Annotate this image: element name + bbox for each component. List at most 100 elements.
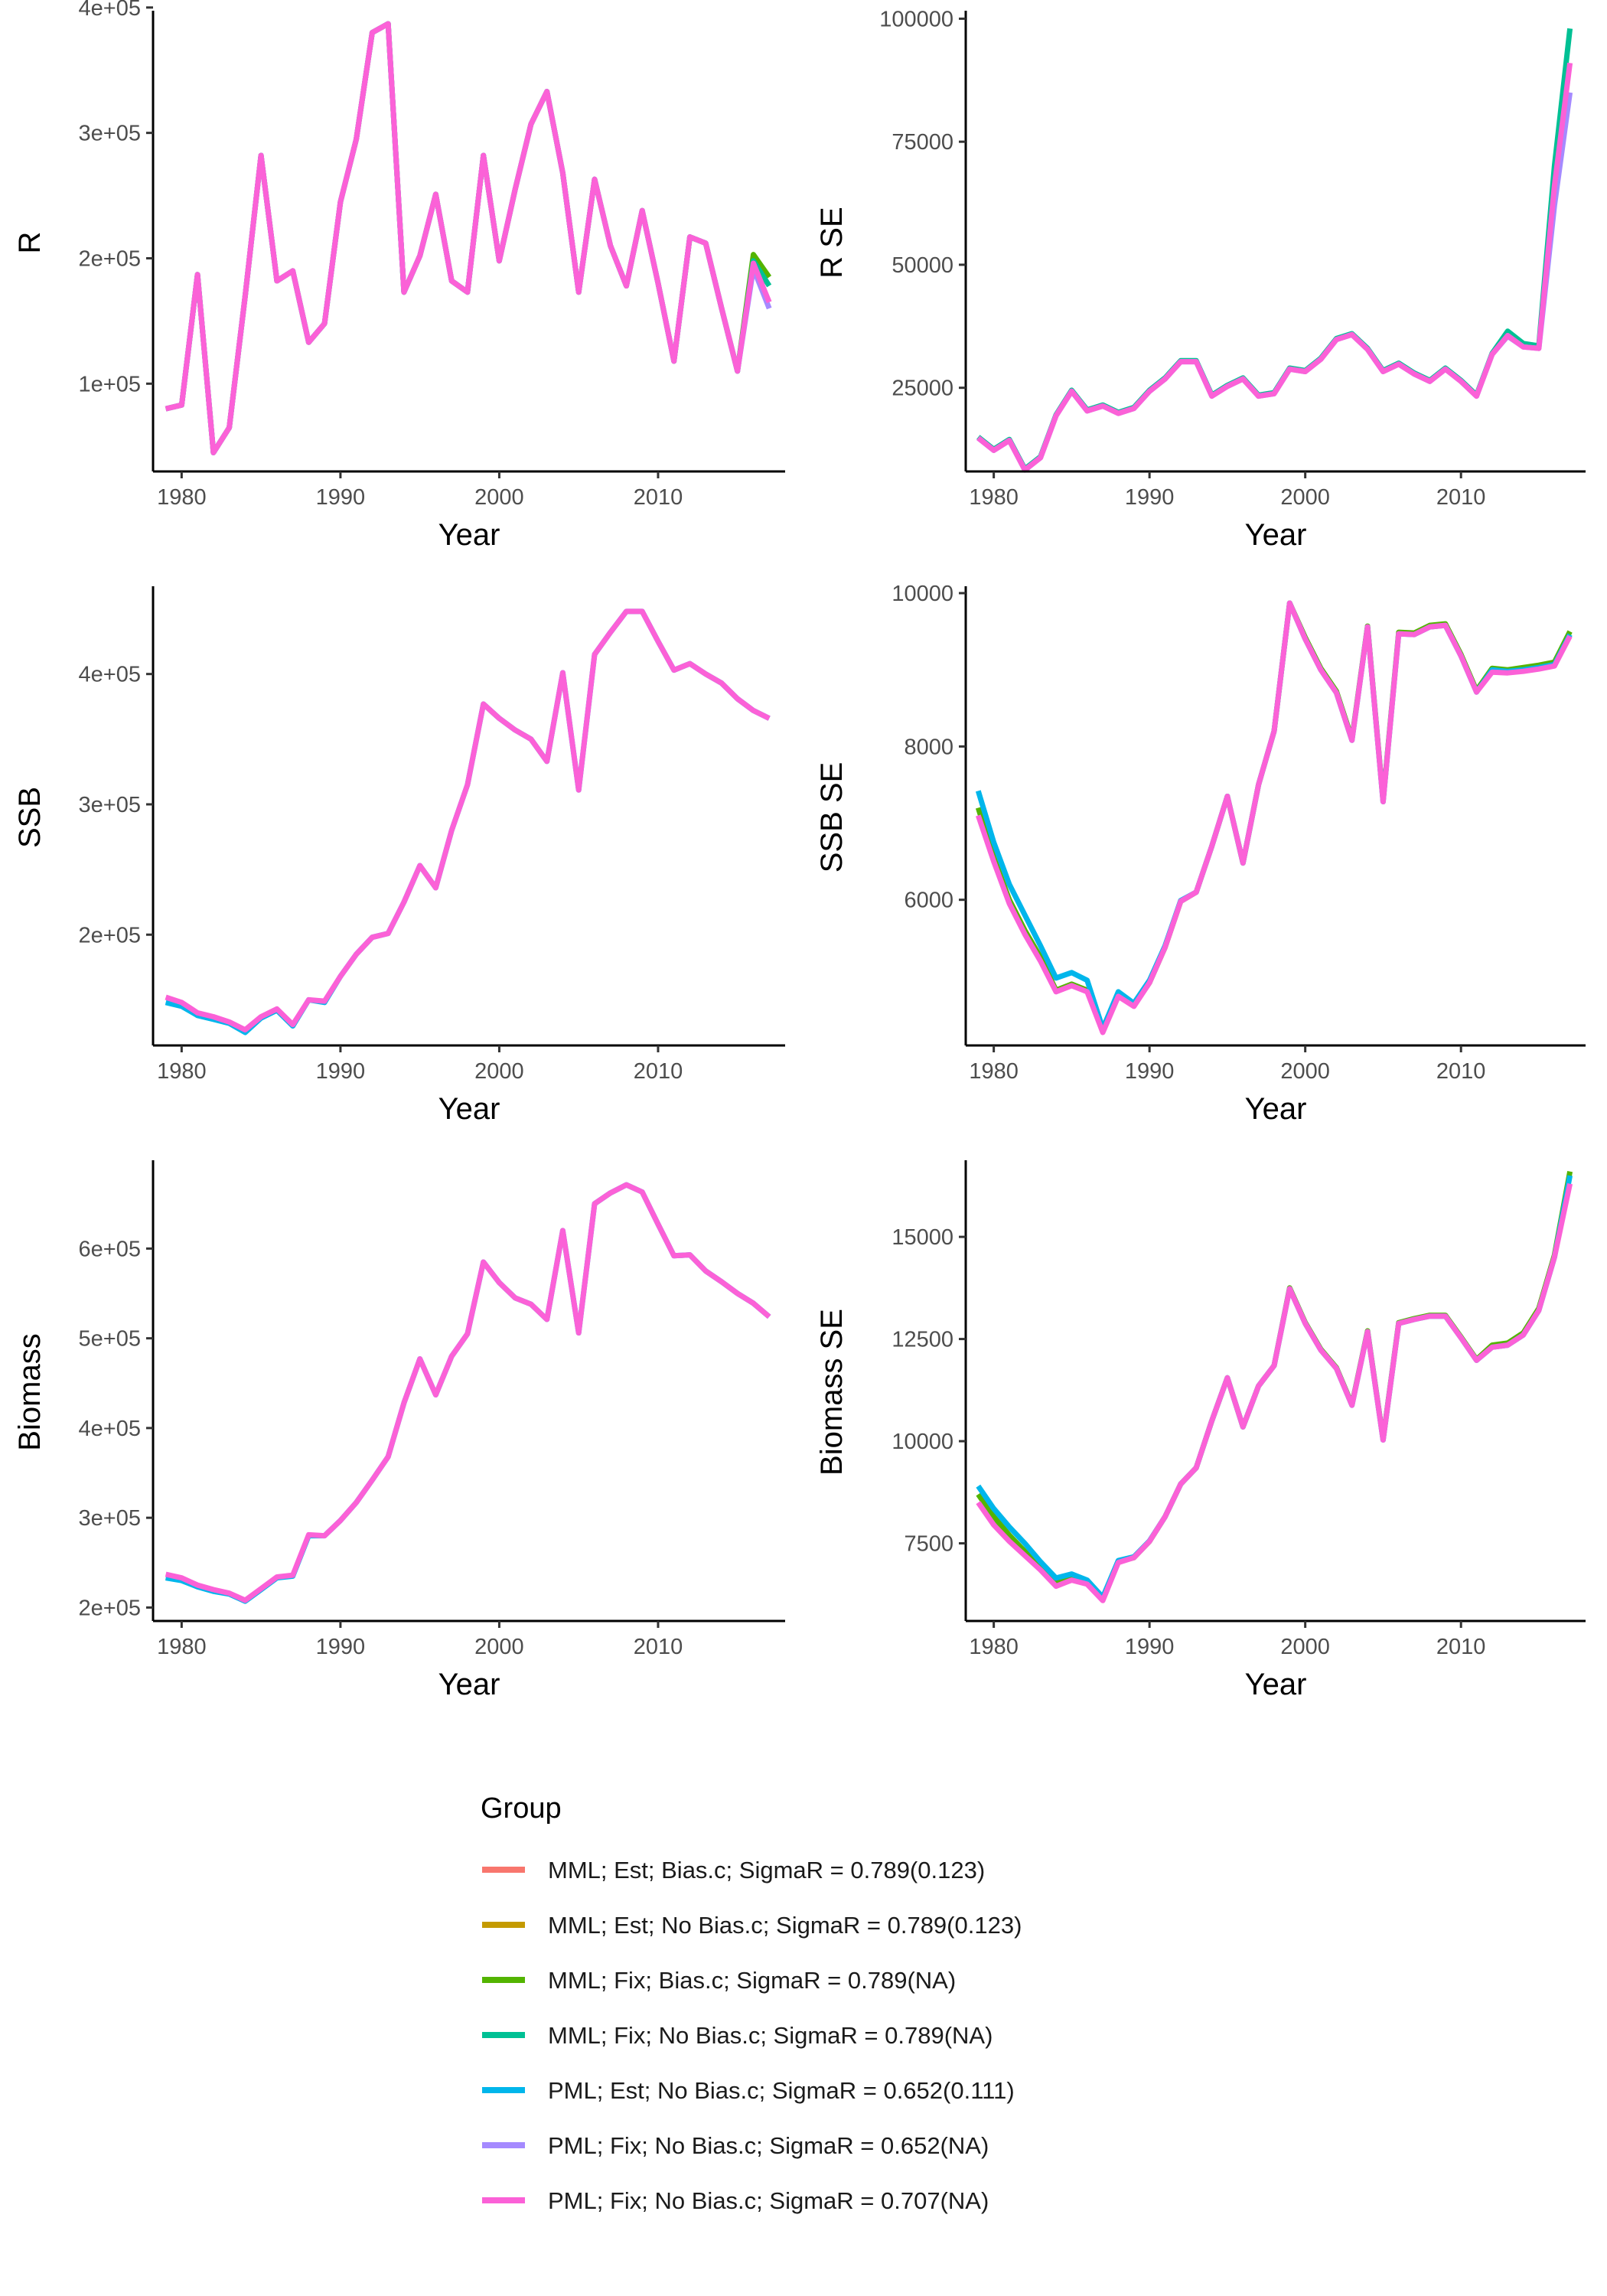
series-line-2 — [165, 21, 772, 455]
series-line-1 — [165, 608, 771, 1033]
x-axis-title: Year — [438, 1092, 500, 1126]
x-tick-label: 2000 — [474, 485, 524, 510]
series-line-3 — [165, 21, 772, 455]
series-line-1 — [976, 92, 1573, 473]
legend-entry: PML; Fix; No Bias.c; SigmaR = 0.652(NA) — [482, 2132, 989, 2159]
y-axis-title: R SE — [815, 207, 849, 278]
x-tick-label: 2010 — [634, 1635, 683, 1659]
legend-label: MML; Est; No Bias.c; SigmaR = 0.789(0.12… — [548, 1912, 1022, 1939]
x-tick-label: 2010 — [1436, 1635, 1486, 1659]
y-tick-label: 6e+05 — [79, 1237, 141, 1261]
legend-label: MML; Fix; No Bias.c; SigmaR = 0.789(NA) — [548, 2022, 993, 2049]
legend-entry: PML; Fix; No Bias.c; SigmaR = 0.707(NA) — [482, 2187, 989, 2214]
panels: 1e+05 2e+05 3e+05 4e+05 1980 1990 2000 2010 Year… — [13, 0, 1586, 1701]
x-tick-label: 2000 — [474, 1635, 524, 1659]
x-tick-label: 1990 — [316, 1059, 366, 1084]
series-line-0 — [976, 1171, 1573, 1602]
y-tick-label: 12500 — [892, 1328, 953, 1352]
y-tick-label: 75000 — [892, 130, 953, 155]
series-line-1 — [976, 1175, 1573, 1600]
y-tick-label: 2e+05 — [79, 923, 141, 947]
y-axis-title: R — [13, 232, 47, 254]
x-tick-label: 2000 — [1280, 1059, 1330, 1084]
y-tick-label: 5e+05 — [79, 1327, 141, 1352]
legend-label: PML; Fix; No Bias.c; SigmaR = 0.652(NA) — [548, 2132, 989, 2159]
legend-title: Group — [481, 1792, 562, 1825]
y-tick-label: 1e+05 — [79, 372, 141, 396]
x-tick-label: 2010 — [634, 1059, 683, 1084]
series-line-2 — [976, 1182, 1573, 1603]
y-tick-label: 8000 — [904, 735, 953, 759]
y-axis-title: Biomass SE — [815, 1309, 849, 1476]
y-tick-label: 15000 — [892, 1225, 953, 1250]
series-line-1 — [165, 1182, 771, 1603]
y-tick-label: 4e+05 — [79, 663, 141, 687]
legend-entry: MML; Est; Bias.c; SigmaR = 0.789(0.123) — [482, 1857, 985, 1883]
x-tick-label: 1980 — [157, 1635, 207, 1659]
x-tick-label: 2010 — [1436, 1059, 1486, 1084]
y-tick-label: 3e+05 — [79, 122, 141, 146]
y-tick-label: 7500 — [904, 1532, 953, 1557]
x-tick-label: 1980 — [157, 1059, 207, 1084]
panel-r-se: 25000 50000 75000 100000 1980 1990 2000 2010 Yea… — [815, 7, 1586, 552]
x-tick-label: 1980 — [157, 485, 207, 510]
y-tick-label: 6000 — [904, 889, 953, 913]
y-tick-label: 3e+05 — [79, 1506, 141, 1531]
x-tick-label: 2010 — [634, 485, 683, 510]
panel-biomass: 2e+05 3e+05 4e+05 5e+05 6e+05 1980 1990 2000 201… — [13, 1160, 785, 1701]
y-tick-label: 100000 — [879, 7, 953, 31]
x-tick-label: 1980 — [969, 1059, 1019, 1084]
legend-entries: MML; Est; Bias.c; SigmaR = 0.789(0.123) M… — [482, 1857, 1022, 2214]
panel-ssb: 2e+05 3e+05 4e+05 1980 1990 2000 2010 Year SSB — [13, 586, 785, 1126]
legend-entry: MML; Est; No Bias.c; SigmaR = 0.789(0.12… — [482, 1912, 1022, 1939]
y-axis-title: Biomass — [13, 1333, 47, 1450]
y-tick-label: 2e+05 — [79, 1596, 141, 1620]
series-line-1 — [975, 600, 1573, 1032]
panel-r: 1e+05 2e+05 3e+05 4e+05 1980 1990 2000 2010 Year… — [13, 0, 785, 552]
x-tick-label: 2010 — [1436, 485, 1486, 510]
series-line-2 — [975, 600, 1573, 1035]
series-line-0 — [975, 600, 1573, 1035]
legend-label: PML; Fix; No Bias.c; SigmaR = 0.707(NA) — [548, 2187, 989, 2214]
x-tick-label: 1990 — [1125, 1059, 1175, 1084]
legend-label: MML; Fix; Bias.c; SigmaR = 0.789(NA) — [548, 1967, 956, 1994]
y-axis-title: SSB SE — [815, 762, 849, 873]
x-axis-title: Year — [1245, 1668, 1307, 1701]
x-tick-label: 1990 — [1125, 1635, 1175, 1659]
x-tick-label: 2000 — [1280, 485, 1330, 510]
legend: Group MML; Est; Bias.c; SigmaR = 0.789(0… — [481, 1792, 1022, 2214]
series-line-2 — [976, 62, 1573, 473]
series-line-0 — [165, 608, 771, 1035]
x-tick-label: 1990 — [1125, 485, 1175, 510]
y-tick-label: 4e+05 — [79, 1417, 141, 1441]
y-tick-label: 25000 — [892, 377, 953, 401]
legend-label: MML; Est; Bias.c; SigmaR = 0.789(0.123) — [548, 1857, 985, 1883]
panel-ssb-se: 6000 8000 10000 1980 1990 2000 2010 Year SSB SE — [815, 582, 1586, 1126]
y-axis-title: SSB — [13, 787, 47, 848]
y-tick-label: 3e+05 — [79, 793, 141, 817]
legend-entry: MML; Fix; Bias.c; SigmaR = 0.789(NA) — [482, 1967, 956, 1994]
x-tick-label: 1990 — [316, 485, 366, 510]
x-axis-title: Year — [438, 518, 500, 552]
y-tick-label: 10000 — [892, 582, 953, 606]
y-tick-label: 10000 — [892, 1430, 953, 1454]
y-tick-label: 50000 — [892, 253, 953, 278]
x-tick-label: 1980 — [969, 485, 1019, 510]
x-tick-label: 2000 — [474, 1059, 524, 1084]
y-tick-label: 4e+05 — [79, 0, 141, 21]
x-axis-title: Year — [1245, 518, 1307, 552]
x-tick-label: 1990 — [316, 1635, 366, 1659]
x-tick-label: 1980 — [969, 1635, 1019, 1659]
x-axis-title: Year — [1245, 1092, 1307, 1126]
legend-label: PML; Est; No Bias.c; SigmaR = 0.652(0.11… — [548, 2077, 1015, 2104]
panel-biomass-se: 7500 10000 12500 15000 1980 1990 2000 2010 Year B… — [815, 1160, 1586, 1701]
x-axis-title: Year — [438, 1668, 500, 1701]
y-tick-label: 2e+05 — [79, 246, 141, 271]
x-tick-label: 2000 — [1280, 1635, 1330, 1659]
legend-entry: PML; Est; No Bias.c; SigmaR = 0.652(0.11… — [482, 2077, 1015, 2104]
series-line-0 — [165, 1182, 771, 1604]
series-line-0 — [165, 21, 772, 455]
series-line-1 — [165, 21, 772, 455]
legend-entry: MML; Fix; No Bias.c; SigmaR = 0.789(NA) — [482, 2022, 993, 2049]
